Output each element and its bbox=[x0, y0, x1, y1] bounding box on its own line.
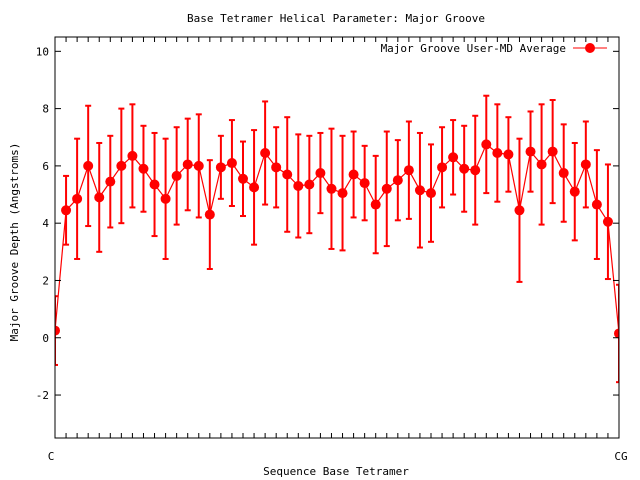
data-point bbox=[503, 149, 514, 160]
data-point bbox=[193, 160, 204, 171]
x-tick-label-last: CG bbox=[614, 450, 627, 463]
data-point bbox=[226, 158, 237, 169]
data-point bbox=[116, 160, 127, 171]
plot-clipped-area bbox=[55, 94, 619, 384]
y-tick-label: 8 bbox=[42, 103, 49, 116]
data-point bbox=[127, 150, 138, 161]
data-point bbox=[514, 205, 525, 216]
x-ticks: C CG bbox=[48, 37, 628, 463]
data-point bbox=[171, 170, 182, 181]
data-point bbox=[481, 139, 492, 150]
data-point bbox=[238, 173, 248, 184]
x-axis-label: Sequence Base Tetramer bbox=[263, 465, 409, 478]
data-point bbox=[337, 188, 348, 199]
y-tick-label: 4 bbox=[42, 217, 49, 230]
data-point bbox=[381, 183, 392, 194]
data-point bbox=[215, 162, 226, 173]
data-point bbox=[437, 162, 448, 173]
y-ticks: -2 0 2 4 6 8 10 bbox=[36, 45, 619, 402]
data-point bbox=[591, 199, 602, 210]
data-point bbox=[348, 169, 359, 180]
data-point bbox=[459, 163, 470, 174]
data-point bbox=[83, 160, 94, 171]
data-point bbox=[94, 192, 105, 203]
data-point bbox=[55, 325, 60, 336]
legend-label: Major Groove User-MD Average bbox=[381, 42, 566, 55]
legend-marker-swatch bbox=[585, 43, 595, 53]
data-point bbox=[182, 159, 193, 170]
data-point bbox=[61, 205, 72, 216]
series-line bbox=[55, 143, 619, 334]
y-tick-label: -2 bbox=[36, 389, 49, 402]
data-point bbox=[304, 179, 315, 190]
data-point bbox=[249, 182, 260, 193]
data-point bbox=[138, 163, 149, 174]
data-point bbox=[260, 148, 271, 159]
data-point bbox=[426, 188, 436, 199]
data-point bbox=[370, 199, 381, 210]
data-point bbox=[525, 146, 536, 157]
y-tick-label: 10 bbox=[36, 45, 49, 58]
data-point bbox=[569, 186, 580, 197]
data-point bbox=[403, 165, 414, 176]
data-point bbox=[558, 168, 569, 179]
data-point bbox=[359, 178, 370, 189]
data-point bbox=[536, 159, 547, 170]
data-point bbox=[602, 216, 613, 227]
data-point bbox=[315, 168, 326, 179]
chart-title: Base Tetramer Helical Parameter: Major G… bbox=[187, 12, 485, 25]
y-tick-label: 6 bbox=[42, 160, 49, 173]
y-tick-label: 2 bbox=[42, 274, 49, 287]
plot-frame bbox=[54, 36, 620, 439]
data-point bbox=[580, 159, 591, 170]
data-point bbox=[105, 176, 116, 187]
data-point bbox=[492, 148, 503, 159]
data-point bbox=[160, 193, 171, 204]
data-point bbox=[326, 183, 337, 194]
data-point bbox=[149, 179, 160, 190]
data-point bbox=[271, 162, 282, 173]
data-point bbox=[293, 180, 304, 191]
data-point bbox=[614, 328, 619, 339]
plot-content bbox=[55, 94, 619, 384]
x-tick-label-first: C bbox=[48, 450, 55, 463]
data-point bbox=[282, 169, 293, 180]
data-point bbox=[547, 146, 558, 157]
data-point bbox=[392, 175, 403, 186]
data-point bbox=[414, 185, 425, 196]
data-point bbox=[204, 209, 215, 220]
data-point bbox=[470, 165, 481, 176]
legend: Major Groove User-MD Average bbox=[381, 42, 607, 55]
data-point bbox=[448, 152, 459, 163]
y-tick-label: 0 bbox=[42, 332, 49, 345]
y-axis-label: Major Groove Depth (Angstroms) bbox=[8, 143, 21, 342]
data-point bbox=[72, 193, 83, 204]
